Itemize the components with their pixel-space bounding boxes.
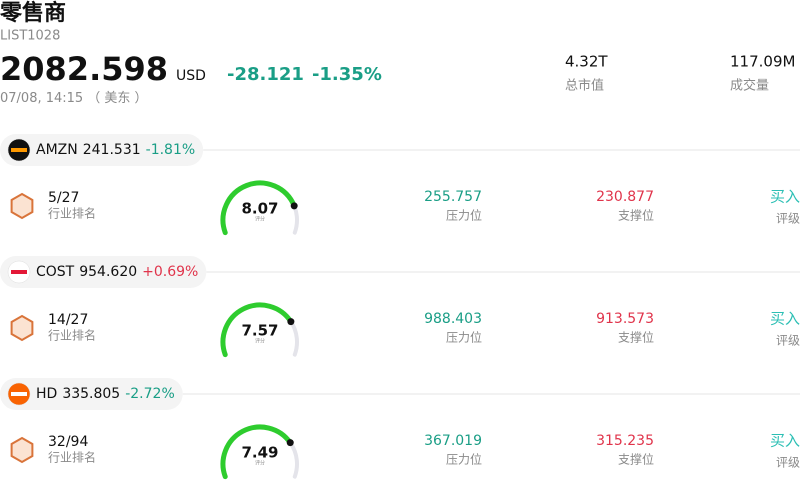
support: 913.573 [596, 311, 654, 327]
currency: USD [176, 68, 206, 84]
ticker-pill [0, 134, 204, 166]
rating-label: 评级 [776, 456, 800, 470]
price: 2082.598 [0, 50, 168, 88]
ticker-line: AMZN 241.531 -1.81% [36, 142, 195, 158]
resistance: 255.757 [424, 189, 482, 205]
score: 7.57 [241, 322, 278, 340]
code: LIST1028 [0, 29, 60, 44]
ticker-line: HD 335.805 -2.72% [36, 386, 175, 402]
score: 8.07 [241, 200, 278, 218]
ticker-change: -2.72% [125, 386, 175, 402]
resistance: 988.403 [424, 311, 482, 327]
support: 230.877 [596, 189, 654, 205]
time: 07/08, 14:15 （ 美东 ） [0, 91, 147, 106]
ticker-price: 241.531 [83, 142, 141, 158]
ticker-change: -1.81% [146, 142, 196, 158]
gauge-value [220, 180, 297, 236]
title: 零售商 [0, 0, 66, 26]
rank-label: 行业排名 [48, 328, 96, 343]
support-label: 支撑位 [618, 208, 654, 223]
ticker: HD [36, 386, 57, 402]
rank-icon [10, 314, 34, 342]
logo-mark [11, 392, 27, 396]
rank: 14/27 [48, 312, 88, 328]
ticker-price: 954.620 [79, 264, 137, 280]
rank-label: 行业排名 [48, 206, 96, 221]
stat-label: 总市值 [565, 78, 604, 94]
gauge-dot [286, 439, 294, 447]
change: -28.121 -1.35% [227, 64, 382, 85]
resistance: 367.019 [424, 433, 482, 449]
logo-mark [11, 148, 27, 152]
gauge-value [220, 302, 294, 358]
ticker-pill [0, 256, 207, 288]
ticker-price: 335.805 [62, 386, 120, 402]
time-value: 07/08, 14:15 [0, 91, 83, 106]
ticker: COST [36, 264, 75, 280]
score: 7.49 [241, 444, 278, 462]
change-pct: -1.35% [312, 64, 382, 85]
rating: 买入 [770, 432, 800, 450]
support-label: 支撑位 [618, 452, 654, 467]
resistance-label: 压力位 [446, 452, 482, 467]
stat-label: 成交量 [730, 78, 769, 94]
logo-mark [11, 270, 27, 274]
resistance-label: 压力位 [446, 330, 482, 345]
rank-icon [10, 436, 34, 464]
stat-value: 117.09M [730, 53, 795, 71]
rating: 买入 [770, 310, 800, 328]
rank-icon [10, 192, 34, 220]
stat-value: 4.32T [565, 53, 608, 71]
gauge-value [220, 424, 293, 480]
timezone: （ 美东 ） [87, 91, 147, 106]
score-label: 评分 [255, 460, 265, 467]
support: 315.235 [596, 433, 654, 449]
gauge-dot [287, 318, 295, 326]
ticker-line: COST 954.620 +0.69% [36, 264, 198, 280]
support-label: 支撑位 [618, 330, 654, 345]
rating-label: 评级 [776, 212, 800, 226]
score-label: 评分 [255, 216, 265, 223]
ticker-pill [0, 378, 183, 410]
rating-label: 评级 [776, 334, 800, 348]
ticker: AMZN [36, 142, 78, 158]
ticker-change: +0.69% [142, 264, 198, 280]
rank: 32/94 [48, 434, 88, 450]
rank-label: 行业排名 [48, 450, 96, 465]
change-value: -28.121 [227, 64, 304, 85]
resistance-label: 压力位 [446, 208, 482, 223]
score-label: 评分 [255, 338, 265, 345]
gauge-dot [290, 202, 298, 210]
rank: 5/27 [48, 190, 79, 206]
rating: 买入 [770, 188, 800, 206]
